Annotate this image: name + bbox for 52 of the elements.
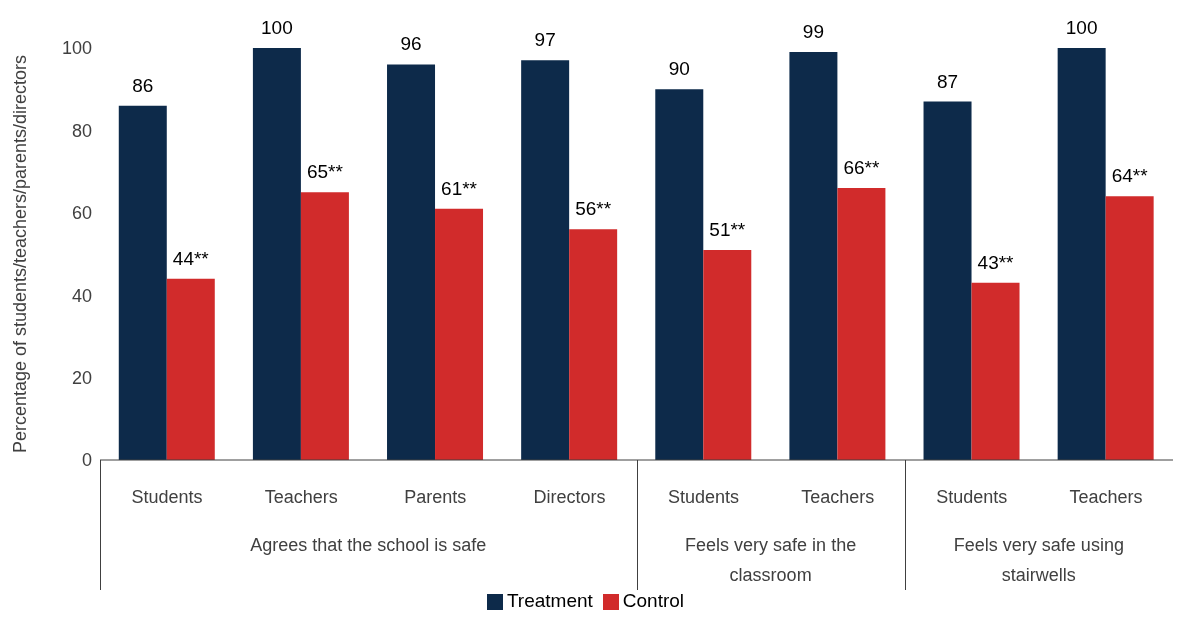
y-tick-label: 100 bbox=[61, 38, 92, 59]
data-label: 65** bbox=[306, 161, 344, 183]
text: Feels very safe using stairwells bbox=[952, 534, 1125, 587]
data-label: 99 bbox=[802, 21, 824, 43]
bar bbox=[387, 64, 436, 460]
bar bbox=[837, 188, 886, 460]
data-label: 100 bbox=[261, 17, 293, 38]
data-label: 44** bbox=[172, 247, 210, 269]
x-tick-label: Students bbox=[668, 486, 740, 507]
data-label: 56** bbox=[575, 198, 612, 220]
bar bbox=[252, 48, 301, 460]
bar bbox=[655, 89, 704, 460]
bar bbox=[923, 101, 972, 460]
bar bbox=[300, 192, 349, 460]
data-label: 51** bbox=[709, 218, 746, 240]
data-label: 90 bbox=[668, 58, 690, 80]
y-tick-label: 60 bbox=[71, 203, 92, 224]
data-label: 100 bbox=[1065, 17, 1098, 38]
data-label: 87 bbox=[936, 70, 959, 92]
data-label: 66** bbox=[843, 157, 880, 179]
bar bbox=[521, 60, 570, 460]
data-label: 61** bbox=[441, 177, 478, 199]
legend-label: Control bbox=[622, 590, 685, 611]
bar bbox=[1057, 48, 1106, 460]
bar bbox=[703, 249, 752, 460]
bar bbox=[435, 208, 484, 460]
y-tick-label: 20 bbox=[71, 367, 92, 388]
data-label: 64** bbox=[1111, 165, 1149, 187]
bar bbox=[166, 278, 215, 460]
data-label: 43** bbox=[977, 251, 1015, 273]
bar bbox=[569, 229, 618, 460]
y-tick-label: 40 bbox=[71, 285, 92, 306]
x-tick-label: Teachers bbox=[801, 486, 875, 507]
y-tick-label: 80 bbox=[71, 120, 92, 141]
x-tick-label: Teachers bbox=[1069, 486, 1143, 507]
data-label: 97 bbox=[534, 29, 556, 51]
bar bbox=[789, 52, 838, 460]
x-tick-label: Parents bbox=[404, 486, 467, 507]
legend-label: Treatment bbox=[506, 590, 593, 611]
data-label: 86 bbox=[132, 74, 154, 96]
y-axis-title: Percentage of students/teachers/parents/directors bbox=[10, 54, 31, 454]
x-tick-label: Teachers bbox=[264, 486, 338, 507]
bar bbox=[1105, 196, 1154, 460]
x-tick-label: Students bbox=[131, 486, 203, 507]
y-tick-label: 0 bbox=[81, 450, 92, 471]
x-tick-label: Students bbox=[936, 486, 1008, 507]
text: Agrees that the school is safe bbox=[249, 534, 488, 557]
bar bbox=[971, 282, 1020, 460]
bar bbox=[118, 105, 167, 460]
text: Feels very safe in the classroom bbox=[684, 534, 858, 587]
data-label: 96 bbox=[400, 33, 422, 55]
x-tick-label: Directors bbox=[533, 486, 606, 507]
